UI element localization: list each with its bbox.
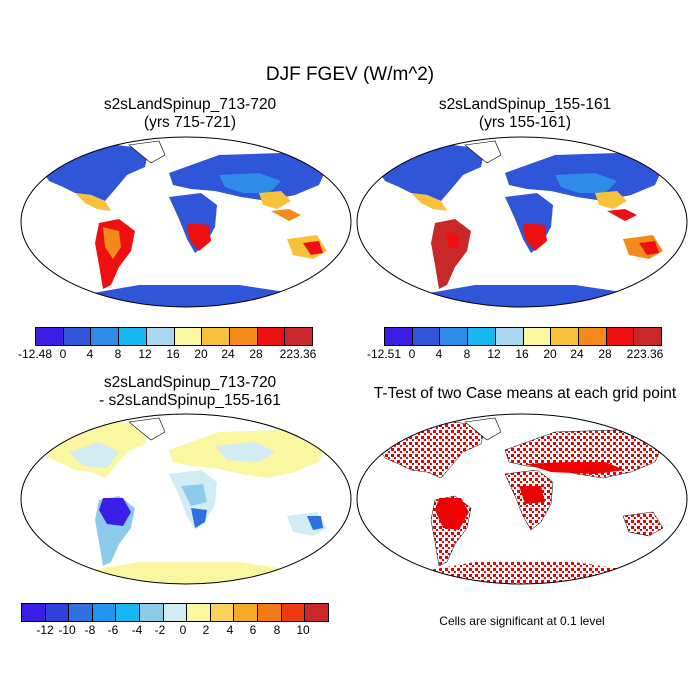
colorbar2-swatch [551,328,579,345]
colorbar2-swatch [578,328,607,345]
colorbar3-tick: 4 [226,623,234,637]
colorbar1-tick: -12.48 [17,347,53,361]
colorbar3-tick: 2 [202,623,210,637]
colorbar1-swatch [91,328,120,345]
colorbar1-tick: 223.36 [279,347,317,361]
colorbar3-swatch [116,604,141,621]
panel4-continents [376,417,666,584]
colorbar1 [35,327,313,346]
panel1-title-line2: (yrs 715-721) [143,114,237,131]
colorbar1-swatch [63,328,92,345]
colorbar1-swatch [257,328,286,345]
panel3-continents [41,417,329,584]
panel4-title: T-Test of two Case means at each grid po… [373,385,677,402]
colorbar1-tick: 16 [166,347,180,361]
colorbar3-tick: 0 [179,623,187,637]
colorbar3-swatch [234,604,259,621]
map-panel3 [20,413,352,585]
colorbar1-swatch [202,328,230,345]
panel4-note: Cells are significant at 0.1 level [439,614,605,628]
colorbar3-swatch [258,604,282,621]
colorbar2-swatch [385,328,413,345]
colorbar3-tick: 10 [296,623,310,637]
colorbar2-tick: 24 [570,347,584,361]
colorbar2-swatch [495,328,524,345]
colorbar2-tick: 16 [515,347,529,361]
colorbar3-tick: -4 [131,623,143,637]
map-panel1 [20,136,352,308]
panel1-continents [41,140,329,307]
panel2-title: s2sLandSpinup_155-161 (yrs 155-161) [360,96,690,132]
panel3-title-line2: - s2sLandSpinup_155-161 [99,392,281,409]
colorbar1-swatch [146,328,175,345]
colorbar1-swatch [36,328,64,345]
colorbar1-swatch [174,328,203,345]
colorbar3-swatch [163,604,188,621]
colorbar3-tick: 6 [249,623,257,637]
map-panel4 [356,413,688,585]
colorbar2-swatch [440,328,469,345]
colorbar2-swatch [468,328,496,345]
colorbar3-swatch [69,604,93,621]
colorbar1-tick: 28 [249,347,263,361]
colorbar2-tick: 223.36 [626,347,664,361]
colorbar1-tick: 20 [194,347,208,361]
colorbar1-tick: 4 [86,347,94,361]
colorbar2-swatch [606,328,635,345]
colorbar3-tick: -10 [58,623,76,637]
colorbar2-tick: 8 [463,347,471,361]
colorbar3 [21,603,329,622]
colorbar3-swatch [45,604,70,621]
map-panel2 [356,136,688,308]
colorbar3-swatch [92,604,117,621]
colorbar2-tick: 12 [487,347,501,361]
colorbar2-tick: 4 [435,347,443,361]
panel1-title: s2sLandSpinup_713-720 (yrs 715-721) [25,96,355,132]
colorbar1-swatch [119,328,147,345]
panel2-title-line2: (yrs 155-161) [478,114,572,131]
colorbar3-swatch [210,604,235,621]
colorbar3-tick: -2 [154,623,166,637]
colorbar1-tick: 0 [59,347,67,361]
colorbar3-swatch [281,604,306,621]
panel1-title-line1: s2sLandSpinup_713-720 [103,96,277,113]
colorbar3-tick: -8 [84,623,96,637]
colorbar1-tick: 8 [114,347,122,361]
main-title: DJF FGEV (W/m^2) [265,64,435,85]
panel3-title: s2sLandSpinup_713-720 - s2sLandSpinup_15… [25,374,355,410]
colorbar3-tick: -12 [36,623,54,637]
colorbar2 [384,327,662,346]
colorbar2-swatch [634,328,662,345]
colorbar3-tick: 8 [273,623,281,637]
colorbar3-swatch [22,604,46,621]
colorbar2-tick: 28 [598,347,612,361]
panel3-title-line1: s2sLandSpinup_713-720 [103,374,277,391]
panel2-continents [377,140,665,307]
colorbar2-swatch [412,328,441,345]
colorbar1-tick: 24 [221,347,235,361]
colorbar2-tick: 0 [408,347,416,361]
colorbar2-tick: -12.51 [366,347,402,361]
colorbar3-tick: -6 [107,623,119,637]
colorbar3-swatch [187,604,211,621]
colorbar1-tick: 12 [138,347,152,361]
colorbar2-swatch [523,328,552,345]
colorbar2-tick: 20 [543,347,557,361]
colorbar1-swatch [285,328,313,345]
colorbar1-swatch [229,328,258,345]
colorbar3-swatch [305,604,328,621]
panel2-title-line1: s2sLandSpinup_155-161 [438,96,612,113]
colorbar3-swatch [140,604,164,621]
